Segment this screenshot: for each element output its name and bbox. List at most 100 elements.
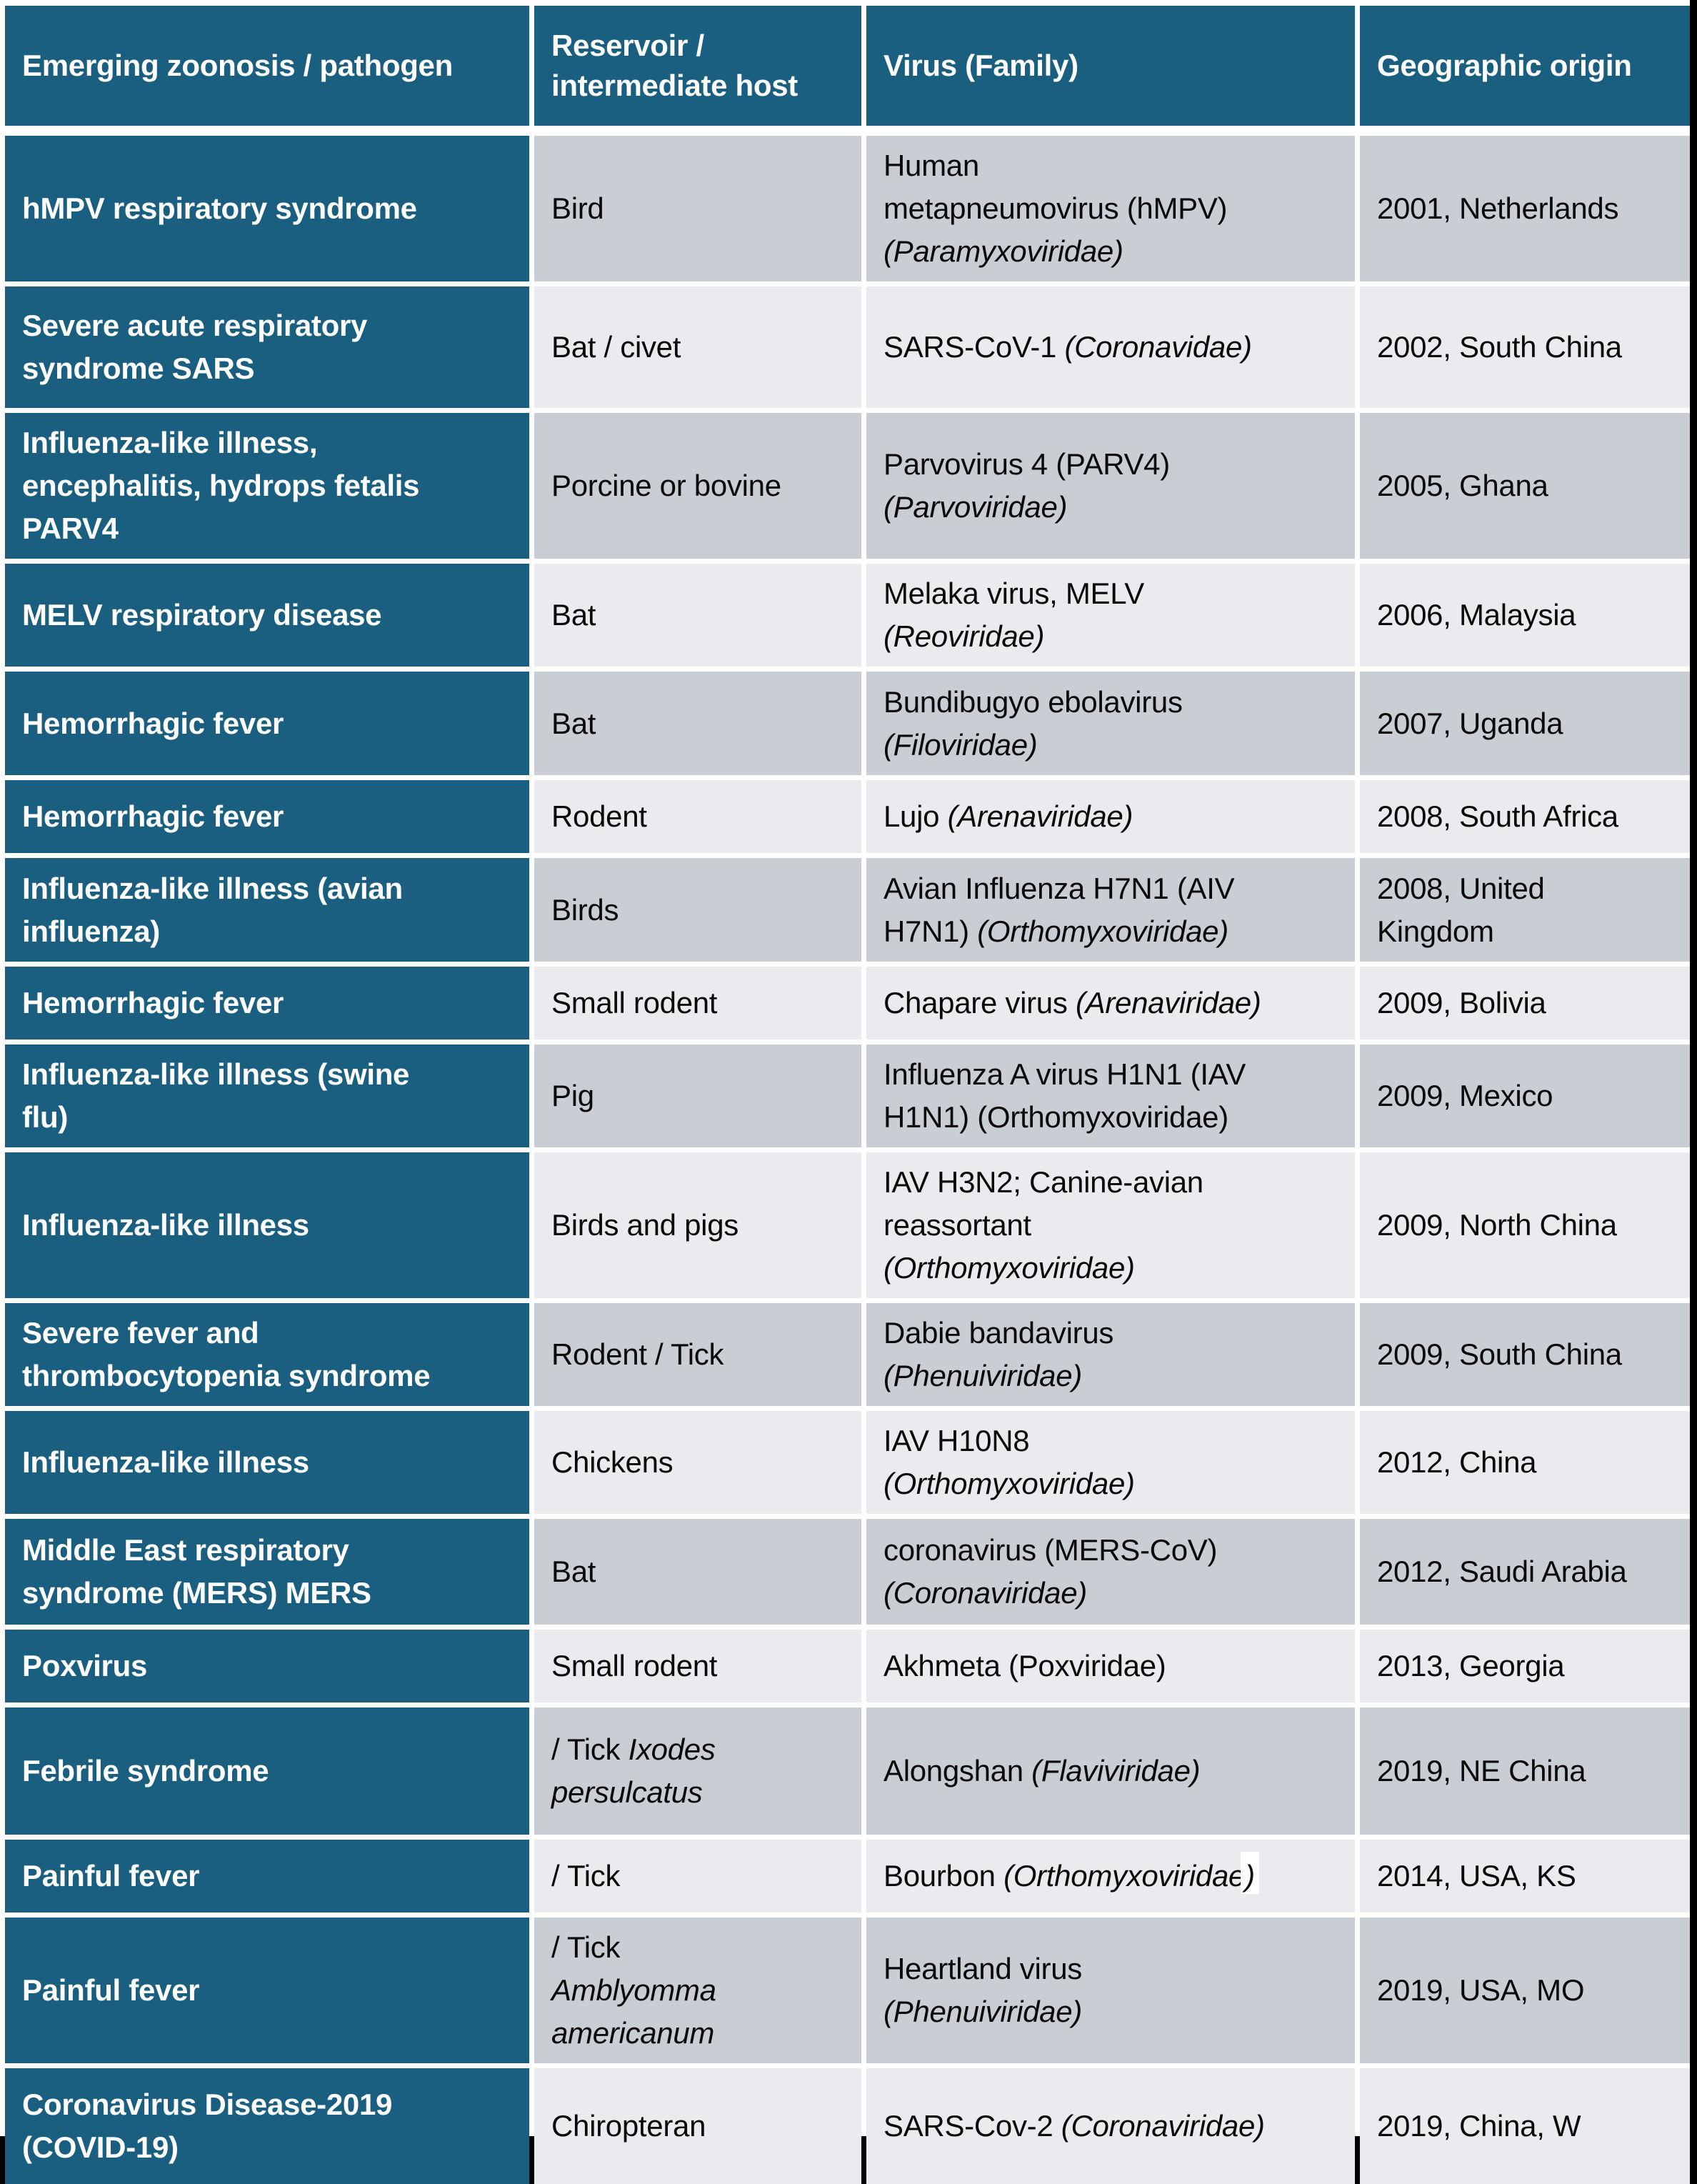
virus-text: H1N1) (Orthomyxoviridae) xyxy=(883,1096,1338,1139)
species-name: persulcatus xyxy=(551,1775,703,1809)
pathogen-text: Influenza-like illness, xyxy=(22,426,318,459)
reservoir-text: / Tick xyxy=(551,1926,844,1969)
text-segment: Bird xyxy=(551,191,604,225)
virus-cell: SARS-CoV-1 (Coronavidae) xyxy=(866,286,1355,408)
reservoir-cell: / Tick xyxy=(534,1840,861,1913)
virus-text: (Orthomyxoviridae) xyxy=(883,1462,1338,1505)
text-segment: Bourbon xyxy=(883,1859,1004,1893)
pathogen-text: Hemorrhagic fever xyxy=(22,986,284,1019)
pathogen-cell: Painful fever xyxy=(5,1918,529,2063)
table-row: Influenza-like illness (avian influenza) B… xyxy=(5,858,1690,962)
table-row: MELV respiratory disease Bat Melaka virus,… xyxy=(5,564,1690,667)
origin-cell: 2002, South China xyxy=(1360,286,1690,408)
text-segment: Chiropteran xyxy=(551,2109,706,2143)
origin-text: 2019, USA, MO xyxy=(1377,1973,1585,2007)
reservoir-text: Chickens xyxy=(551,1441,844,1484)
text-segment: Bat / civet xyxy=(551,330,681,364)
pathogen-cell: Hemorrhagic fever xyxy=(5,672,529,775)
origin-cell: 2007, Uganda xyxy=(1360,672,1690,775)
table-row: Painful fever / Tick Bourbon (Orthomyxovir… xyxy=(5,1840,1690,1913)
table-row: Hemorrhagic fever Bat Bundibugyo ebolaviru… xyxy=(5,672,1690,775)
pathogen-cell: Influenza-like illness xyxy=(5,1152,529,1298)
reservoir-text: Chiropteran xyxy=(551,2105,844,2148)
reservoir-text: Birds xyxy=(551,889,844,932)
species-name: (Orthomyxoviridae) xyxy=(883,1467,1135,1500)
header-label: Reservoir / xyxy=(551,29,704,62)
text-segment: Bat xyxy=(551,706,596,740)
table-row: Painful fever / Tick Amblyomma americanum He… xyxy=(5,1918,1690,2063)
reservoir-text: Bat xyxy=(551,702,844,745)
reservoir-text: / Tick Ixodes xyxy=(551,1728,844,1771)
origin-text: 2012, China xyxy=(1377,1445,1537,1479)
reservoir-cell: Bird xyxy=(534,136,861,281)
virus-text: Heartland virus xyxy=(883,1948,1338,1990)
table-row: Hemorrhagic fever Rodent Lujo (Arenavirida… xyxy=(5,780,1690,853)
virus-text: metapneumovirus (hMPV) xyxy=(883,187,1338,230)
text-segment: IAV H10N8 xyxy=(883,1424,1030,1457)
text-segment: / Tick xyxy=(551,1930,621,1964)
reservoir-text: Rodent xyxy=(551,795,844,838)
reservoir-text: Small rodent xyxy=(551,1645,844,1687)
origin-text: 2007, Uganda xyxy=(1377,706,1563,740)
text-segment: IAV H3N2; Canine-avian xyxy=(883,1165,1203,1199)
pathogen-text: hMPV respiratory syndrome xyxy=(22,191,417,225)
header-cell-reservoir: Reservoir / intermediate host xyxy=(534,6,861,126)
origin-text: 2008, South Africa xyxy=(1377,799,1618,833)
pathogen-cell: Influenza-like illness (swine flu) xyxy=(5,1044,529,1147)
reservoir-text: Bird xyxy=(551,187,844,230)
virus-text: IAV H3N2; Canine-avian xyxy=(883,1161,1338,1204)
text-segment: Avian Influenza H7N1 (AIV xyxy=(883,871,1235,905)
origin-text: 2009, North China xyxy=(1377,1208,1617,1242)
virus-cell: Melaka virus, MELV (Reoviridae) xyxy=(866,564,1355,667)
virus-cell: Parvovirus 4 (PARV4) (Parvoviridae) xyxy=(866,413,1355,559)
reservoir-text: Bat xyxy=(551,594,844,637)
reservoir-text: Amblyomma xyxy=(551,1969,844,2012)
virus-text: SARS-Cov-2 (Coronaviridae) xyxy=(883,2105,1338,2148)
species-name: (Coronaviridae) xyxy=(883,1576,1087,1610)
pathogen-cell: Febrile syndrome xyxy=(5,1707,529,1835)
text-segment: Rodent / Tick xyxy=(551,1337,724,1371)
text-segment: Parvovirus 4 (PARV4) xyxy=(883,447,1170,481)
reservoir-cell: Rodent xyxy=(534,780,861,853)
header-label: Emerging zoonosis / pathogen xyxy=(22,49,453,82)
table-row: Hemorrhagic fever Small rodent Chapare vir… xyxy=(5,967,1690,1039)
species-name: (Parvoviridae) xyxy=(883,490,1068,524)
virus-cell: IAV H10N8 (Orthomyxoviridae) xyxy=(866,1411,1355,1514)
origin-cell: 2009, South China xyxy=(1360,1303,1690,1406)
text-segment: Chapare virus xyxy=(883,986,1076,1019)
species-name: (Reoviridae) xyxy=(883,619,1045,653)
table-row: Influenza-like illness Birds and pigs IAV … xyxy=(5,1152,1690,1298)
header-label: intermediate host xyxy=(551,69,798,102)
reservoir-cell: / Tick Amblyomma americanum xyxy=(534,1918,861,2063)
header-label: Geographic origin xyxy=(1377,49,1632,82)
species-name: (Arenaviridae) xyxy=(947,799,1133,833)
pathogen-cell: Poxvirus xyxy=(5,1630,529,1702)
text-segment: reassortant xyxy=(883,1208,1031,1242)
pathogen-cell: Hemorrhagic fever xyxy=(5,780,529,853)
virus-text: (Parvoviridae) xyxy=(883,486,1338,529)
origin-text: 2012, Saudi Arabia xyxy=(1377,1555,1627,1588)
reservoir-cell: / Tick Ixodes persulcatus xyxy=(534,1707,861,1835)
pathogen-text: Severe acute respiratory xyxy=(22,309,368,342)
species-name: (Coronaviridae) xyxy=(1061,2109,1265,2143)
pathogen-text: Severe fever and xyxy=(22,1316,259,1350)
reservoir-cell: Birds and pigs xyxy=(534,1152,861,1298)
species-name: (Filoviridae) xyxy=(883,727,1038,762)
pathogen-text: (COVID-19) xyxy=(22,2130,179,2164)
text-segment: metapneumovirus (hMPV) xyxy=(883,191,1228,225)
text-segment: Akhmeta (Poxviridae) xyxy=(883,1649,1166,1682)
virus-cell: SARS-Cov-2 (Coronaviridae) xyxy=(866,2068,1355,2184)
table-row: Severe acute respiratory syndrome SARS Bat… xyxy=(5,286,1690,408)
virus-text: (Coronaviridae) xyxy=(883,1572,1338,1615)
text-segment: Small rodent xyxy=(551,986,718,1019)
reservoir-text: / Tick xyxy=(551,1855,844,1898)
origin-cell: 2019, China, W xyxy=(1360,2068,1690,2184)
species-name: (Orthomyxoviridae) xyxy=(977,914,1228,948)
text-segment: H1N1) (Orthomyxoviridae) xyxy=(883,1100,1228,1134)
origin-cell: 2019, NE China xyxy=(1360,1707,1690,1835)
origin-text: 2006, Malaysia xyxy=(1377,598,1576,632)
virus-text: (Phenuiviridae) xyxy=(883,1355,1338,1397)
table-row: Influenza-like illness (swine flu) Pig Infl… xyxy=(5,1044,1690,1147)
text-segment: Pig xyxy=(551,1079,594,1112)
text-segment: Alongshan xyxy=(883,1754,1032,1787)
